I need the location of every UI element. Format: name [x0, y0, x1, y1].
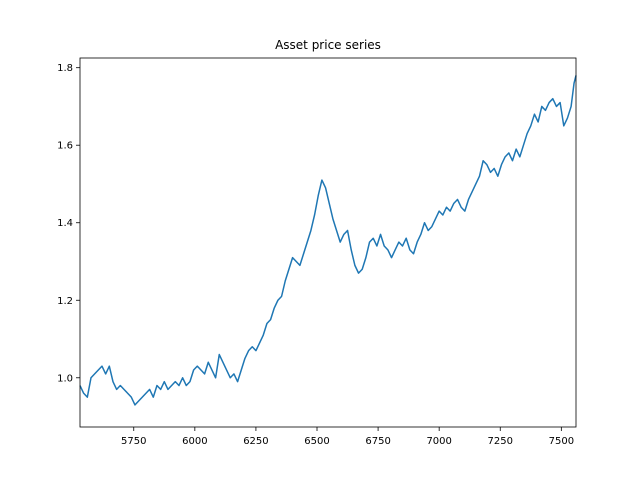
y-tick-label: 1.2	[57, 296, 73, 307]
x-tick-label: 7500	[549, 436, 574, 447]
x-tick-label: 6500	[304, 436, 329, 447]
x-tick-label: 7250	[488, 436, 513, 447]
x-axis: 5750 6000 6250 6500 6750 7000 7250 7500	[121, 427, 574, 447]
chart-title: Asset price series	[275, 38, 381, 52]
x-tick-label: 6000	[182, 436, 207, 447]
x-tick-label: 7000	[426, 436, 451, 447]
y-tick-label: 1.0	[57, 373, 73, 384]
plot-area	[79, 75, 577, 406]
price-series-line	[79, 75, 577, 406]
axes-frame	[79, 57, 577, 428]
x-tick-label: 6250	[243, 436, 268, 447]
y-tick-label: 1.4	[57, 218, 73, 229]
x-tick-label: 5750	[121, 436, 146, 447]
y-tick-label: 1.6	[57, 141, 73, 152]
x-tick-label: 6750	[365, 436, 390, 447]
y-tick-label: 1.8	[57, 63, 73, 74]
y-axis: 1.0 1.2 1.4 1.6 1.8	[57, 63, 80, 384]
